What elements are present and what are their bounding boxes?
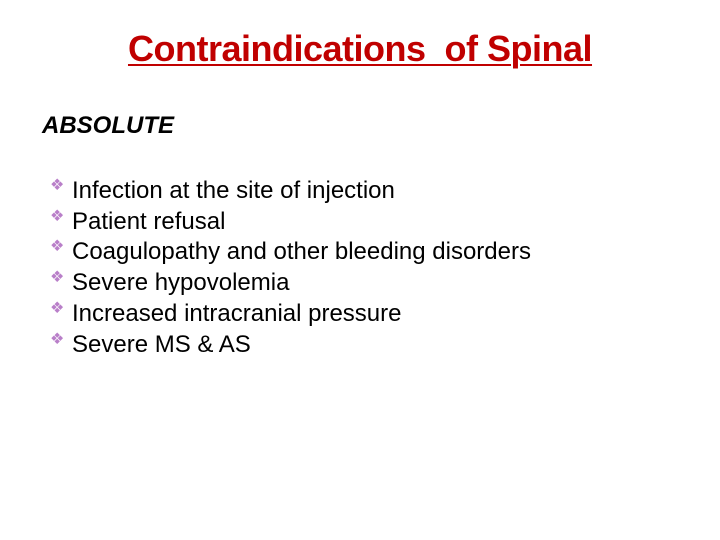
list-item: Increased intracranial pressure (50, 299, 670, 330)
list-item: Patient refusal (50, 207, 670, 238)
contraindications-list: Infection at the site of injection Patie… (50, 176, 670, 360)
subheading-absolute: ABSOLUTE (42, 112, 670, 140)
slide-title: Contraindications of Spinal (50, 28, 670, 70)
list-item: Severe MS & AS (50, 330, 670, 361)
slide: Contraindications of Spinal ABSOLUTE Inf… (0, 0, 720, 540)
list-item: Infection at the site of injection (50, 176, 670, 207)
list-item: Coagulopathy and other bleeding disorder… (50, 237, 670, 268)
list-item: Severe hypovolemia (50, 268, 670, 299)
